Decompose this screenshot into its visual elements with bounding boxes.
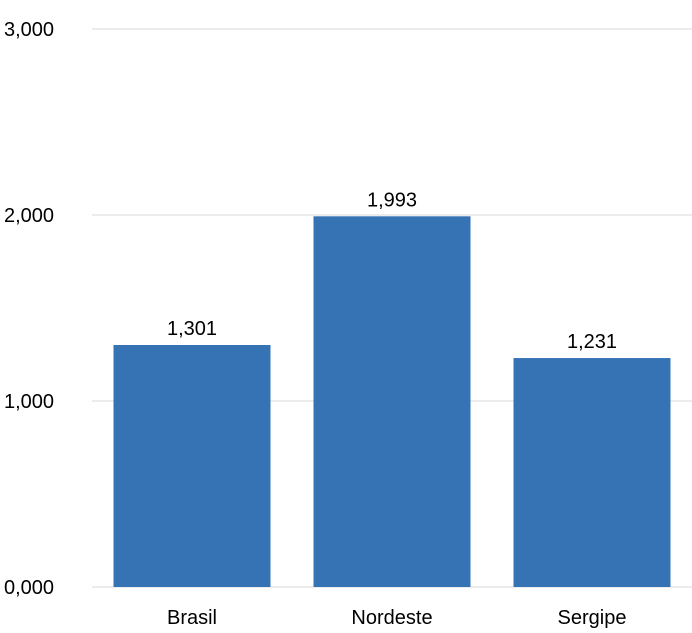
data-label: 1,993 [367, 189, 417, 211]
data-label: 1,231 [567, 331, 617, 353]
x-tick-label: Brasil [167, 607, 217, 629]
x-tick-label: Sergipe [558, 607, 627, 629]
y-tick-label: 2,000 [4, 205, 54, 227]
y-tick-label: 0,000 [4, 577, 54, 599]
y-tick-label: 1,000 [4, 391, 54, 413]
bar-brasil [113, 345, 271, 587]
data-labels: 1,301 1,993 1,231 [167, 189, 617, 353]
bar-nordeste [313, 216, 471, 587]
x-tick-label: Nordeste [351, 607, 432, 629]
bar-sergipe [513, 358, 671, 587]
data-label: 1,301 [167, 318, 217, 340]
x-axis-tick-labels: Brasil Nordeste Sergipe [167, 607, 626, 629]
y-tick-label: 3,000 [4, 19, 54, 41]
y-axis-tick-labels: 0,000 1,000 2,000 3,000 [4, 19, 54, 599]
bars [113, 216, 671, 587]
